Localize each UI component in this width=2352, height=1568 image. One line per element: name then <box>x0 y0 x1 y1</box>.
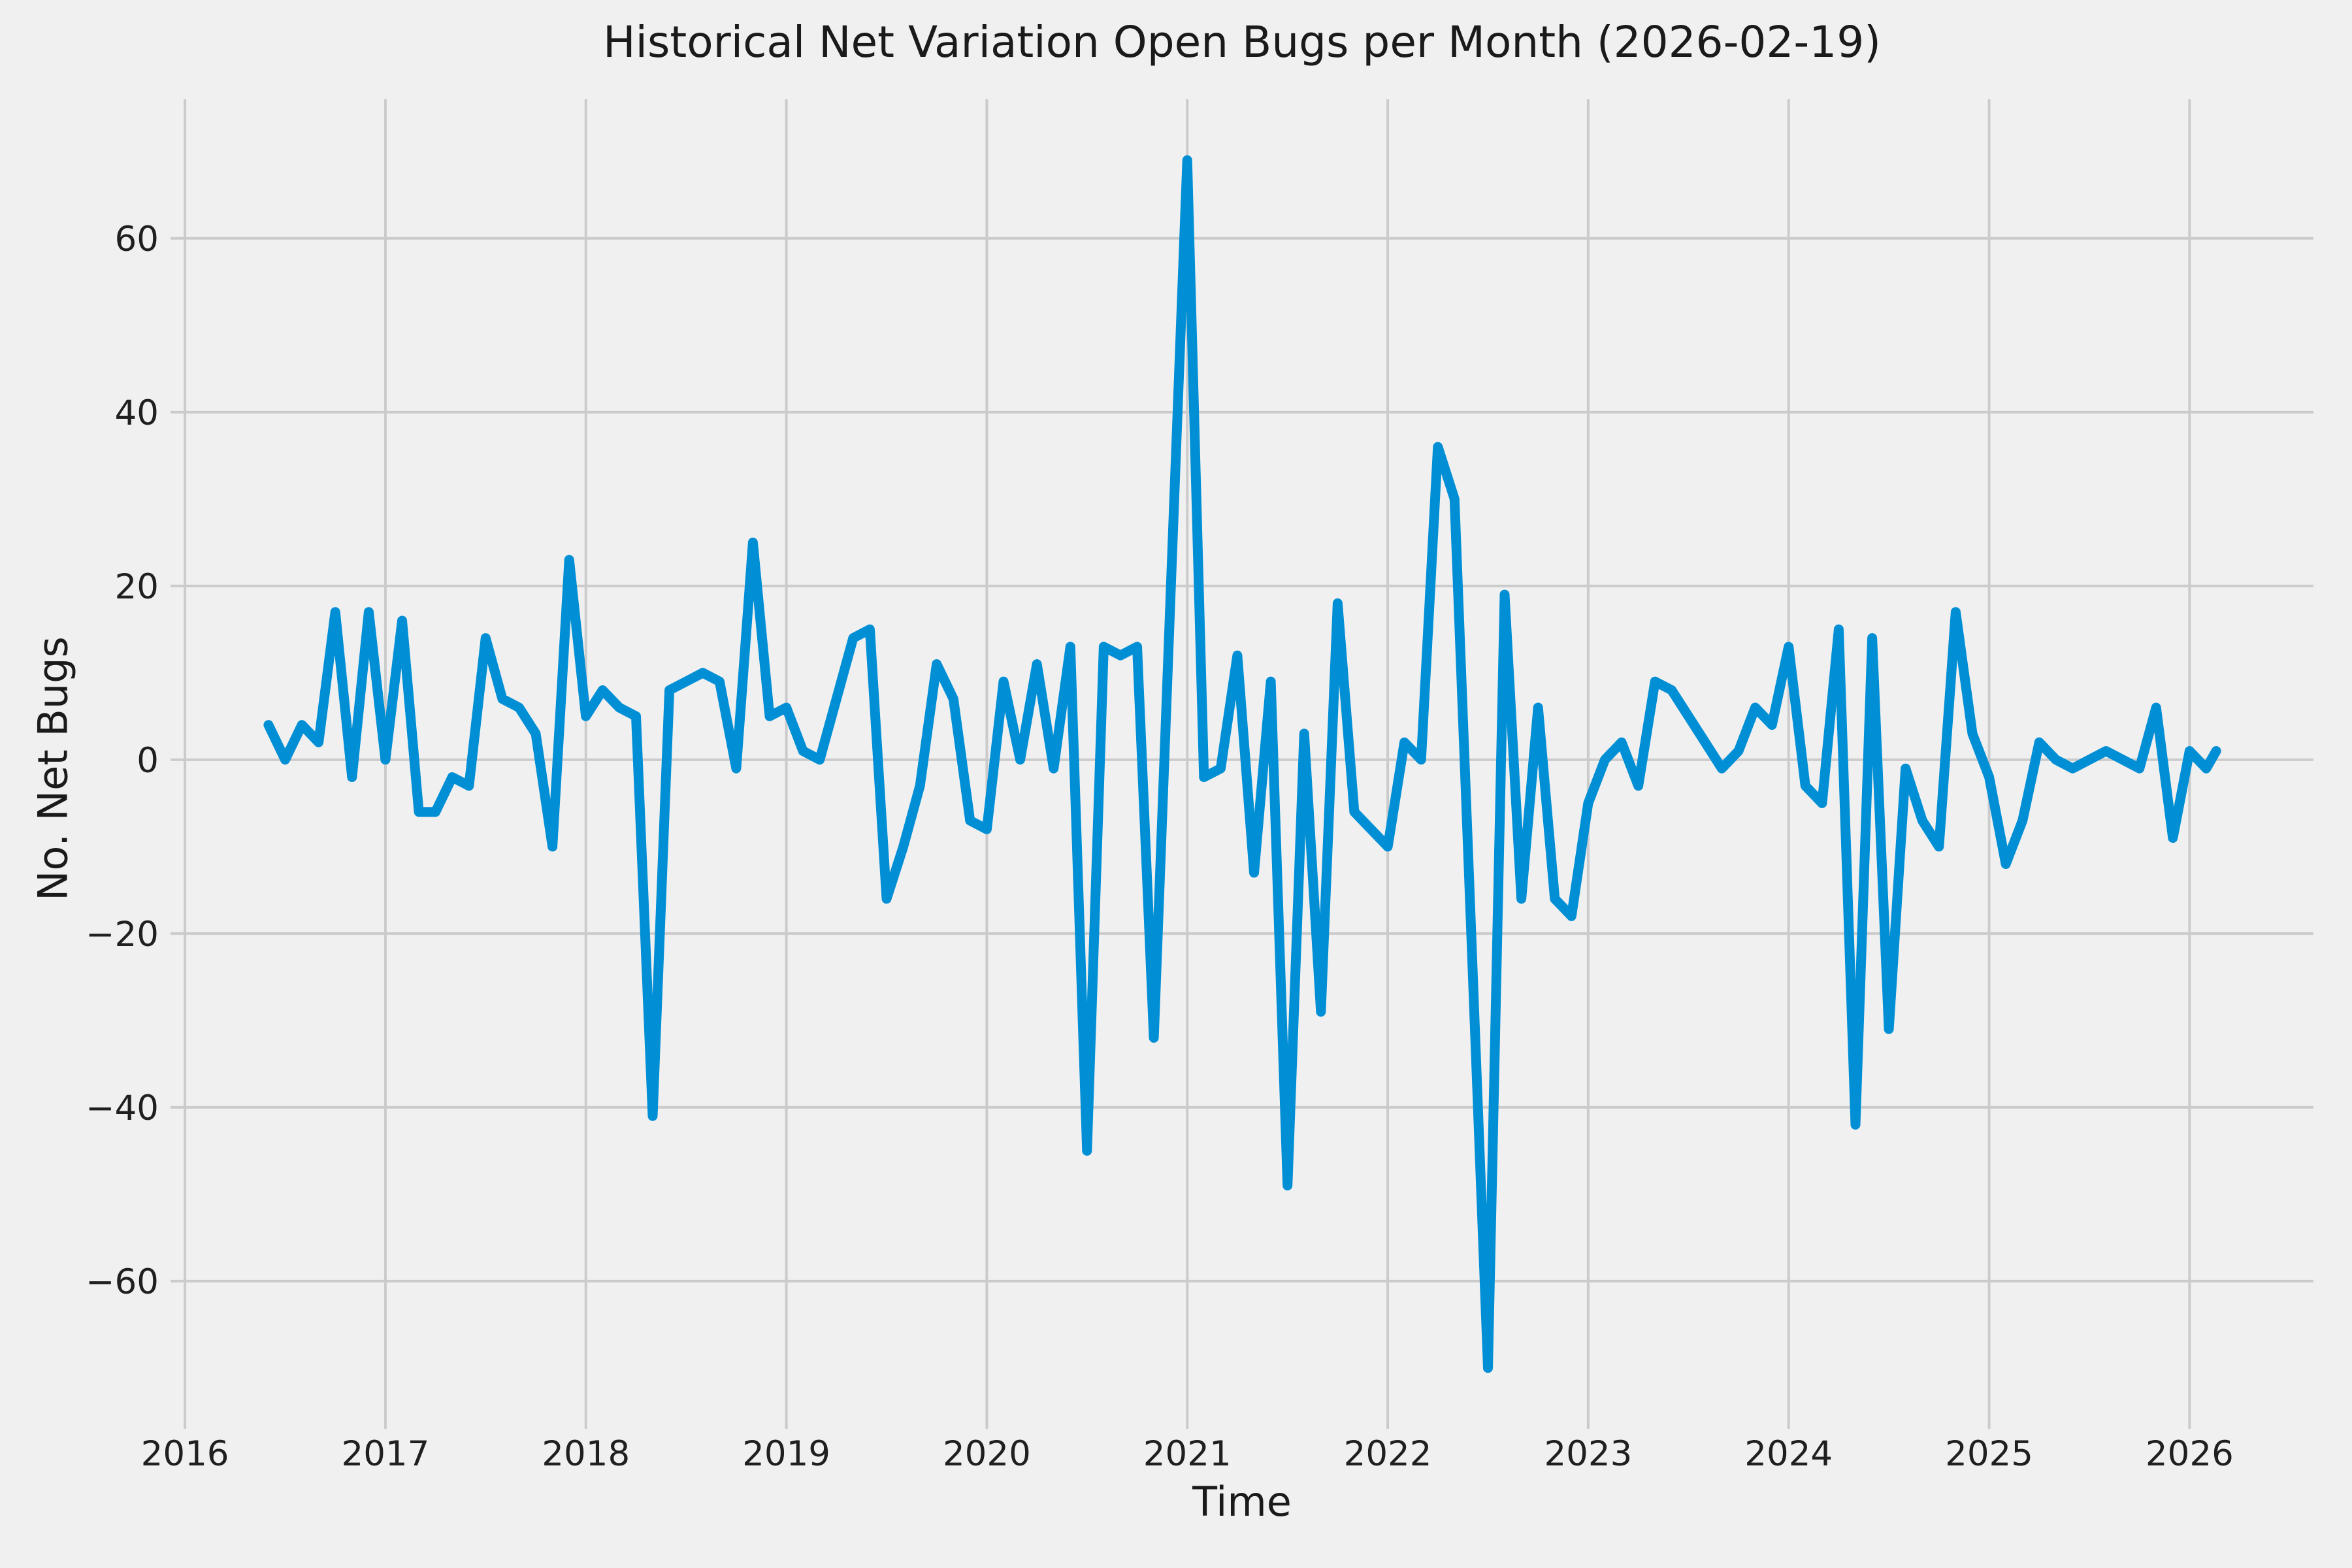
y-tick-label-60: 60 <box>115 220 159 259</box>
x-tick-label-2018: 2018 <box>542 1434 630 1474</box>
x-axis-label: Time <box>1192 1478 1292 1526</box>
chart-title: Historical Net Variation Open Bugs per M… <box>603 17 1881 67</box>
x-tick-label-2026: 2026 <box>2146 1434 2234 1474</box>
x-tick-label-2021: 2021 <box>1143 1434 1232 1474</box>
series-line-net-open-bugs-per-month <box>263 155 2221 1373</box>
y-axis-label: No. Net Bugs <box>29 636 77 901</box>
x-tick-label-2020: 2020 <box>943 1434 1031 1474</box>
x-tick-label-2019: 2019 <box>742 1434 830 1474</box>
x-tick-label-2023: 2023 <box>1544 1434 1632 1474</box>
y-tick-label-0: 0 <box>137 741 159 781</box>
x-tick-label-2022: 2022 <box>1344 1434 1432 1474</box>
y-tick-label--20: −20 <box>86 915 159 955</box>
x-tick-label-2025: 2025 <box>1945 1434 2033 1474</box>
x-tick-label-2017: 2017 <box>341 1434 429 1474</box>
y-tick-label--60: −60 <box>86 1262 159 1302</box>
x-tick-label-2016: 2016 <box>141 1434 229 1474</box>
y-tick-label-20: 20 <box>115 567 159 607</box>
x-tick-label-2024: 2024 <box>1744 1434 1833 1474</box>
y-tick-label-40: 40 <box>115 393 159 433</box>
y-tick-label--40: −40 <box>86 1088 159 1128</box>
